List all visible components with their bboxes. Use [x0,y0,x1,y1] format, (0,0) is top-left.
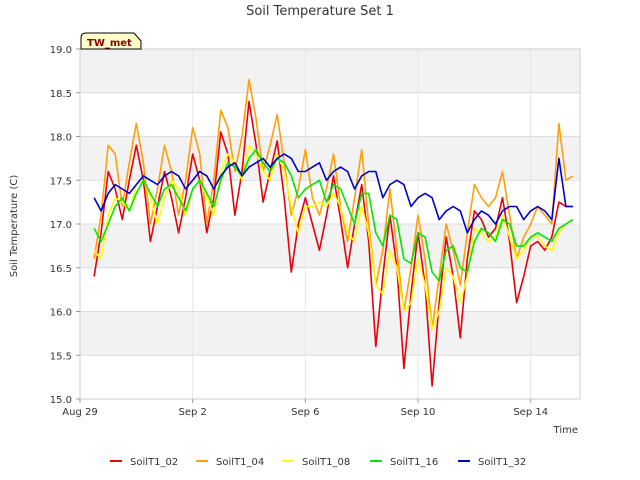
y-tick-label: 19.0 [50,45,72,56]
series-lines [93,78,574,387]
station-badge-label: TW_met [87,38,132,49]
y-tick-label: 17.5 [50,176,72,187]
plot-band [80,224,580,268]
x-tick-label: Sep 2 [178,407,206,418]
x-tick-label: Sep 6 [291,407,319,418]
legend-label: SoilT1_04 [216,457,264,468]
legend-item-soilt1_08: SoilT1_08 [282,457,350,468]
plot-band [80,311,580,356]
legend-label: SoilT1_16 [390,457,438,468]
x-tick-labels: Aug 29 Sep 2 Sep 6 Sep 10 Sep 14 [62,399,548,418]
x-tick-label: Sep 14 [513,407,548,418]
x-tick-label: Sep 10 [401,407,436,418]
legend-label: SoilT1_02 [130,457,178,468]
plot-band [80,49,580,93]
legend: SoilT1_02 SoilT1_04 SoilT1_08 SoilT1_16 Soil… [110,457,526,468]
y-tick-labels: 15.0 15.5 16.0 16.5 17.0 17.5 18.0 18.5 19.0 [50,45,80,406]
y-tick-label: 15.0 [50,395,72,406]
x-tick-label: Aug 29 [62,407,97,418]
series-line-soilt1_04 [93,78,574,330]
station-badge: TW_met [80,32,142,50]
legend-item-soilt1_32: SoilT1_32 [458,457,526,468]
legend-item-soilt1_04: SoilT1_04 [196,457,264,468]
y-tick-label: 16.5 [50,264,72,275]
legend-item-soilt1_16: SoilT1_16 [370,457,438,468]
series-line-soilt1_16 [93,148,574,282]
chart-title: Soil Temperature Set 1 [246,4,394,19]
y-tick-label: 15.5 [50,351,72,362]
y-tick-label: 18.5 [50,89,72,100]
legend-label: SoilT1_32 [478,457,526,468]
y-tick-label: 18.0 [50,133,72,144]
x-axis-label: Time [553,425,578,436]
y-tick-label: 17.0 [50,220,72,231]
y-tick-label: 16.0 [50,308,72,319]
series-line-soilt1_32 [93,153,573,234]
y-axis-label: Soil Temperature (C) [9,175,20,278]
series-line-soilt1_02 [93,100,573,387]
legend-item-soilt1_02: SoilT1_02 [110,457,178,468]
legend-label: SoilT1_08 [302,457,350,468]
